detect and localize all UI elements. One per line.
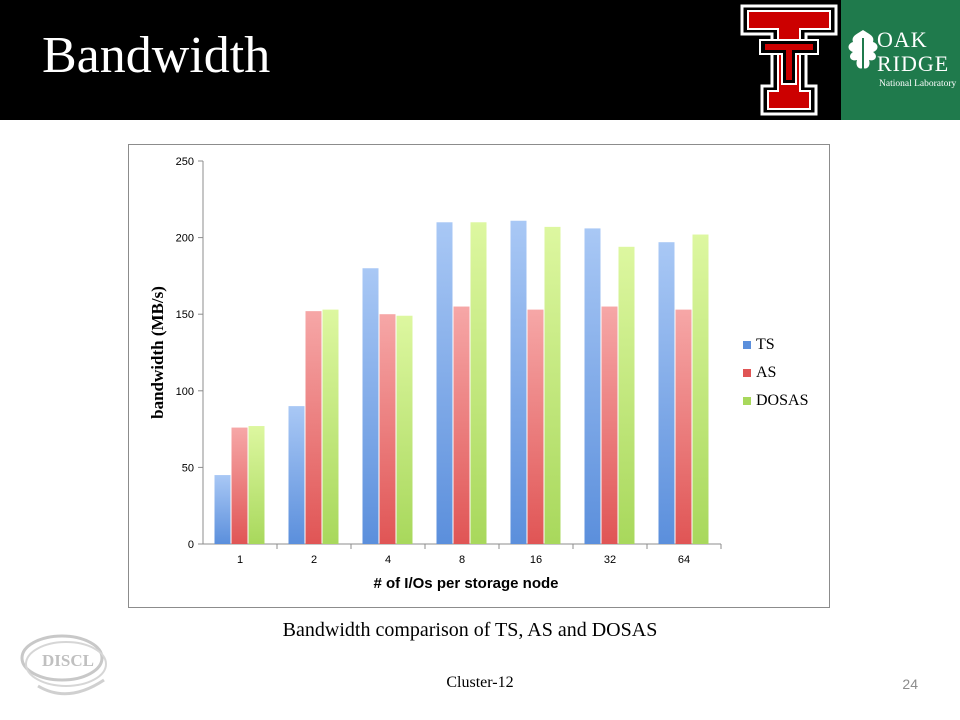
- x-tick-label: 8: [459, 554, 465, 566]
- bar-as-2: [305, 311, 322, 544]
- y-axis-title: bandwidth (MB/s): [148, 286, 167, 419]
- bandwidth-chart: 0 50 100 150 200 250 1 2 4 8 16 32 64 # of I/Os per s…: [148, 156, 808, 592]
- bar-as-4: [379, 314, 396, 544]
- bar-dosas-64: [692, 234, 709, 544]
- bar-ts-32: [584, 228, 601, 544]
- x-tick-label: 1: [237, 554, 243, 566]
- bar-ts-16: [510, 220, 527, 545]
- ornl-lab-text: National Laboratory: [879, 79, 957, 89]
- texas-tech-logo: [740, 4, 838, 116]
- y-tick-label: 200: [176, 233, 194, 245]
- bar-dosas-8: [470, 222, 487, 544]
- bar-as-16: [527, 309, 544, 544]
- bar-dosas-2: [322, 309, 339, 544]
- x-axis-title: # of I/Os per storage node: [373, 575, 558, 592]
- ornl-logo: OAK RIDGE National Laboratory: [841, 0, 960, 120]
- oak-leaf-icon: [848, 30, 878, 74]
- bar-dosas-4: [396, 315, 413, 544]
- bar-dosas-1: [248, 426, 265, 544]
- bar-as-64: [675, 309, 692, 544]
- slide-header: Bandwidth OAK RIDGE National Laboratory: [0, 0, 960, 120]
- ornl-ridge-text: RIDGE: [877, 51, 950, 76]
- bar-as-8: [453, 306, 470, 544]
- legend-label-ts: TS: [756, 336, 775, 353]
- x-tick-label: 2: [311, 554, 317, 566]
- legend-label-dosas: DOSAS: [756, 392, 808, 409]
- y-tick-label: 100: [176, 386, 194, 398]
- bar-ts-8: [436, 222, 453, 544]
- legend-label-as: AS: [756, 364, 776, 381]
- x-tick-label: 16: [530, 554, 542, 566]
- legend-swatch-ts: [743, 341, 751, 349]
- bar-as-32: [601, 306, 618, 544]
- x-tick-label: 64: [678, 554, 690, 566]
- figure-caption: Bandwidth comparison of TS, AS and DOSAS: [282, 619, 658, 641]
- bar-ts-64: [658, 242, 675, 545]
- bar-ts-1: [214, 475, 231, 544]
- slide-title: Bandwidth: [42, 27, 271, 84]
- bar-ts-4: [362, 268, 379, 544]
- slide-footer: Cluster-12: [446, 674, 514, 691]
- bar-dosas-16: [544, 226, 561, 544]
- y-tick-label: 250: [176, 156, 194, 168]
- bar-dosas-32: [618, 246, 635, 544]
- bar-as-1: [231, 427, 248, 544]
- discl-logo-text: DISCL: [42, 651, 94, 670]
- y-tick-label: 0: [188, 539, 194, 551]
- ornl-oak-text: OAK: [877, 27, 928, 52]
- legend-swatch-dosas: [743, 397, 751, 405]
- x-tick-label: 4: [385, 554, 391, 566]
- x-tick-label: 32: [604, 554, 616, 566]
- discl-logo: DISCL: [20, 634, 107, 696]
- bar-ts-2: [288, 406, 305, 544]
- page-number: 24: [902, 676, 918, 692]
- y-tick-label: 50: [182, 462, 194, 474]
- legend-swatch-as: [743, 369, 751, 377]
- y-tick-label: 150: [176, 309, 194, 321]
- chart-frame: 0 50 100 150 200 250 1 2 4 8 16 32 64 # of I/Os per s…: [128, 144, 830, 608]
